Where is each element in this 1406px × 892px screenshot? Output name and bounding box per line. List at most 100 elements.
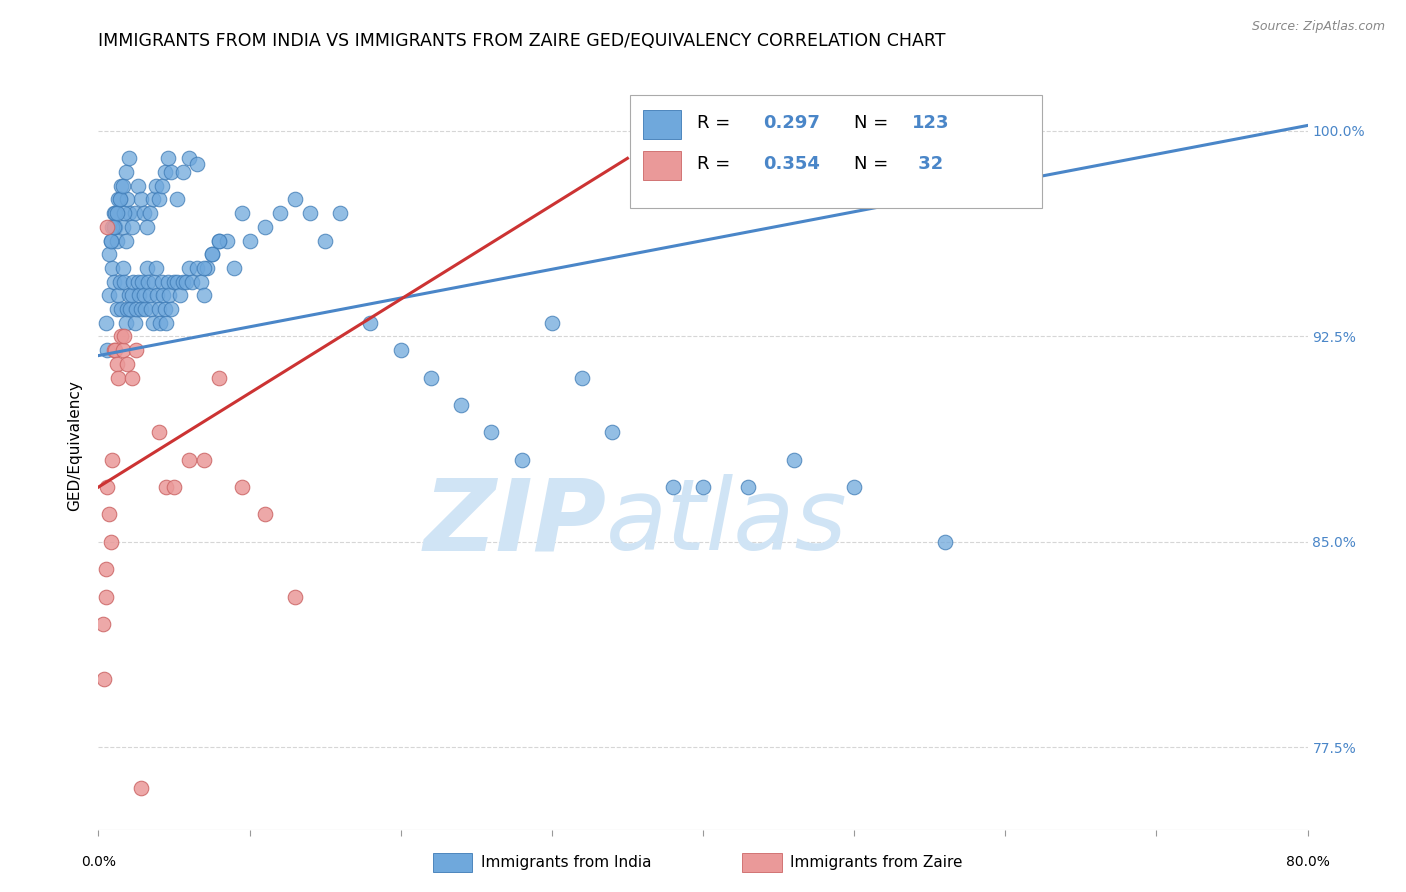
Point [94, 562, 117, 576]
Point [101, 219, 124, 234]
Point [239, 234, 262, 248]
Point [129, 781, 152, 796]
Point [160, 301, 183, 316]
Point [135, 836, 157, 850]
Point [111, 178, 134, 193]
Point [190, 275, 212, 289]
Point [540, 316, 562, 330]
Point [112, 275, 135, 289]
Text: Source: ZipAtlas.com: Source: ZipAtlas.com [1251, 20, 1385, 33]
Point [128, 288, 150, 302]
Point [692, 480, 714, 494]
Point [103, 275, 125, 289]
Point [127, 275, 149, 289]
Point [253, 508, 276, 522]
Text: ZIP: ZIP [423, 475, 606, 571]
Point [132, 288, 155, 302]
Point [201, 247, 224, 261]
Point [152, 288, 174, 302]
Point [91, 617, 114, 632]
Point [139, 206, 162, 220]
Point [125, 301, 148, 316]
Point [159, 288, 181, 302]
Point [143, 275, 166, 289]
Point [135, 260, 157, 275]
Point [118, 288, 141, 302]
Point [389, 343, 412, 357]
Point [114, 165, 136, 179]
Point [96, 219, 118, 234]
Point [148, 193, 170, 207]
Point [150, 178, 173, 193]
Point [134, 301, 156, 316]
Point [96, 480, 118, 494]
Point [112, 206, 135, 220]
Point [166, 275, 188, 289]
Point [153, 301, 176, 316]
Point [166, 193, 188, 207]
Text: 32: 32 [912, 154, 943, 173]
Point [284, 590, 307, 604]
Point [142, 193, 165, 207]
Point [450, 398, 472, 412]
Point [179, 452, 201, 467]
Point [201, 247, 224, 261]
FancyBboxPatch shape [643, 151, 682, 180]
Point [94, 316, 117, 330]
Point [118, 206, 141, 220]
Point [105, 301, 128, 316]
Point [93, 672, 115, 686]
Point [108, 275, 131, 289]
Text: N =: N = [855, 154, 894, 173]
Text: 0.354: 0.354 [763, 154, 820, 173]
Point [155, 316, 177, 330]
Point [156, 151, 179, 165]
Point [231, 206, 253, 220]
Point [114, 234, 136, 248]
Text: N =: N = [855, 114, 894, 132]
Point [155, 480, 177, 494]
Point [96, 343, 118, 357]
Point [160, 165, 183, 179]
Point [153, 165, 176, 179]
Point [571, 370, 593, 384]
Point [141, 301, 163, 316]
FancyBboxPatch shape [643, 110, 682, 139]
Point [125, 343, 148, 357]
Point [115, 193, 138, 207]
Y-axis label: GED/Equivalency: GED/Equivalency [67, 381, 83, 511]
Point [121, 219, 143, 234]
Point [284, 193, 307, 207]
Point [146, 288, 169, 302]
Point [107, 193, 129, 207]
Text: 0.297: 0.297 [763, 114, 820, 132]
Point [111, 343, 134, 357]
Point [169, 288, 191, 302]
Point [107, 370, 129, 384]
Point [179, 260, 201, 275]
Point [110, 178, 132, 193]
Point [100, 534, 122, 549]
Point [181, 275, 204, 289]
Point [150, 275, 173, 289]
Text: atlas: atlas [606, 475, 848, 571]
Point [148, 425, 170, 440]
Text: Immigrants from India: Immigrants from India [481, 855, 651, 870]
Point [193, 452, 215, 467]
Point [114, 316, 136, 330]
Point [104, 343, 127, 357]
Point [104, 206, 127, 220]
Point [100, 234, 122, 248]
Point [121, 288, 143, 302]
Point [111, 260, 134, 275]
Point [94, 590, 117, 604]
Point [224, 260, 246, 275]
Point [124, 206, 146, 220]
Point [145, 178, 167, 193]
Text: 0.0%: 0.0% [82, 855, 115, 869]
Point [195, 260, 218, 275]
Point [103, 343, 125, 357]
Point [179, 151, 201, 165]
Point [314, 234, 336, 248]
Point [360, 316, 382, 330]
